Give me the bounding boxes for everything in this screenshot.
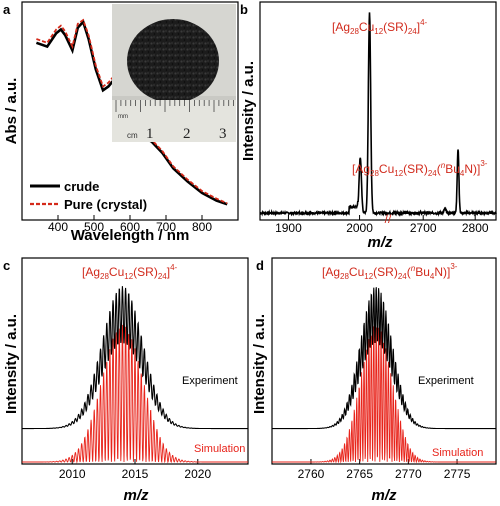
x-tick-label: 500 [84,220,104,234]
ruler-number-1: 1 [146,126,154,142]
panel-c-y-axis-title: Intensity / a.u. [3,314,20,414]
panel-b-x-axis-title: m/z [367,234,393,251]
formula-4minus: [Ag28Cu12(SR)24]4- [332,18,428,36]
x-tick-label: 2765 [346,467,373,481]
panel-a-x-axis-title: Wavelength / nm [71,227,190,244]
panel-b-spectrum [259,12,497,217]
panel-c-simulation [22,324,248,464]
crude-curve [35,19,228,206]
panel-d-x-ticks: 2760 2765 2770 2775 [298,459,471,481]
panel-b-x-ticks: 1900 2000 2700 2800 [275,215,489,235]
panel-letter-b: b [240,2,248,17]
spectrum-right-segment [391,149,497,217]
ruler-cm-label: cm [127,131,138,140]
simulation-trace [22,324,248,464]
panel-d-isotope-3minus: d 2760 2765 2770 2775 [Ag28Cu12(SR)24(nBu4N… [251,257,497,504]
experiment-trace [272,287,496,430]
x-tick-label: 600 [120,220,140,234]
x-tick-label: 2775 [444,467,471,481]
crystal-powder-pile [127,19,219,103]
panel-letter-c: c [3,258,10,273]
panel-letter-a: a [3,2,11,17]
panel-c-x-ticks: 2010 2015 2020 [59,459,211,481]
x-tick-label: 2020 [184,467,211,481]
panel-d-frame [271,257,497,465]
simulation-trace [272,326,496,464]
ruler-number-3: 3 [219,126,227,142]
panel-a-legend: crude Pure (crystal) [30,179,147,212]
x-tick-label: 2015 [122,467,149,481]
formula-c: [Ag28Cu12(SR)24]4- [82,263,178,281]
panel-letter-d: d [256,258,264,273]
panel-b-mass-spectrum: b 1900 2000 2700 2800 // [Ag28Cu12(SR)24]4-… [240,1,497,251]
panel-c-x-axis-title: m/z [123,487,149,504]
experiment-trace [22,286,248,430]
panel-a-uv-vis: a 400 500 600 700 800 mm cm 1 2 3 crude Pure… [3,1,239,244]
x-tick-label: 2760 [298,467,325,481]
panel-d-simulation [272,326,496,464]
pure-crystal-curve [36,18,228,205]
panel-d-x-axis-title: m/z [371,487,397,504]
spectrum-left-segment [259,12,392,217]
panel-a-x-ticks: 400 500 600 700 800 [48,215,212,234]
panel-c-isotope-4minus: c 2010 2015 2020 [Ag28Cu12(SR)24]4- Experi… [3,257,249,504]
inset-photo: mm cm 1 2 3 [112,4,236,142]
legend-pure-label: Pure (crystal) [64,197,147,212]
panel-c-simulation-label: Simulation [194,443,245,455]
x-tick-label: 2800 [462,221,489,235]
formula-3minus: [Ag28Cu12(SR)24(nBu4N)]3- [352,159,488,178]
panel-a-curves [35,18,228,206]
ruler-ticks [115,100,235,112]
panel-b-y-axis-title: Intensity / a.u. [240,61,257,161]
panel-d-experiment [272,287,496,430]
x-tick-label: 800 [192,220,212,234]
x-tick-label: 2000 [346,221,373,235]
panel-c-experiment-label: Experiment [182,375,238,387]
x-tick-label: 1900 [275,221,302,235]
x-tick-label: 2010 [59,467,86,481]
panel-b-frame [259,1,497,221]
axis-break-mark: // [385,212,392,226]
x-tick-label: 400 [48,220,68,234]
panel-d-y-axis-title: Intensity / a.u. [251,314,268,414]
panel-a-y-axis-title: Abs / a.u. [3,78,20,145]
panel-d-experiment-label: Experiment [418,375,474,387]
panel-d-simulation-label: Simulation [432,447,483,459]
panel-c-experiment [22,286,248,430]
ruler-body [112,100,236,142]
formula-d: [Ag28Cu12(SR)24(nBu4N)]3- [322,262,458,281]
x-tick-label: 2700 [410,221,437,235]
x-tick-label: 2770 [395,467,422,481]
ruler-mm-label: mm [118,114,128,120]
ruler-number-2: 2 [183,126,191,142]
legend-crude-label: crude [64,179,99,194]
x-tick-label: 700 [156,220,176,234]
